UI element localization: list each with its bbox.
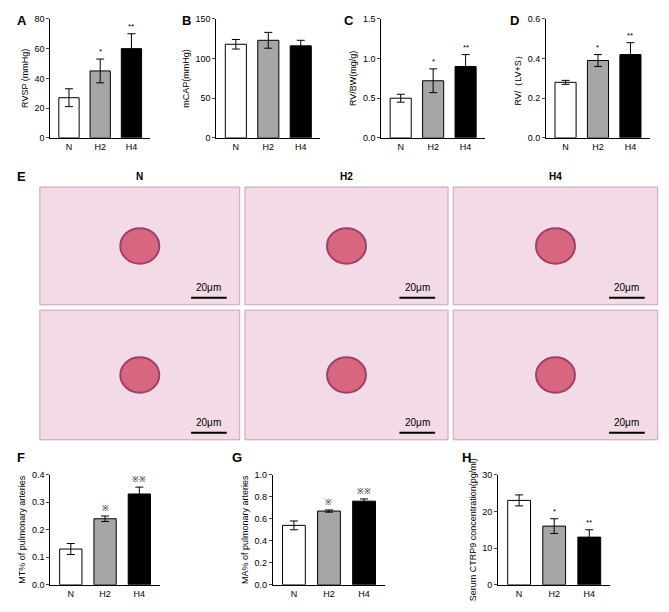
svg-text:※※: ※※: [132, 475, 146, 484]
svg-text:*: *: [99, 47, 102, 56]
svg-text:0.2: 0.2: [528, 93, 541, 103]
svg-text:1.5: 1.5: [363, 14, 376, 24]
svg-text:20: 20: [34, 103, 44, 113]
svg-text:0.4: 0.4: [528, 54, 541, 64]
svg-text:H4: H4: [584, 589, 596, 599]
svg-text:RV/（LV+S）: RV/（LV+S）: [513, 51, 523, 105]
svg-text:0.6: 0.6: [255, 514, 268, 524]
svg-text:H2: H2: [340, 171, 353, 182]
svg-text:0.8: 0.8: [255, 492, 268, 502]
svg-text:0.4: 0.4: [255, 536, 268, 546]
svg-text:E: E: [17, 169, 26, 184]
svg-text:10: 10: [482, 543, 492, 553]
svg-text:※※: ※※: [357, 487, 371, 496]
svg-text:80: 80: [34, 14, 44, 24]
svg-text:C: C: [344, 13, 354, 28]
svg-text:H4: H4: [126, 142, 138, 152]
svg-text:※: ※: [102, 504, 109, 513]
svg-text:D: D: [510, 13, 519, 28]
svg-text:50: 50: [201, 93, 211, 103]
svg-text:0.1: 0.1: [32, 552, 45, 562]
svg-text:H2: H2: [263, 142, 275, 152]
svg-text:H4: H4: [358, 589, 370, 599]
svg-text:H4: H4: [295, 142, 307, 152]
svg-text:20μm: 20μm: [614, 282, 639, 293]
svg-text:0.0: 0.0: [32, 580, 45, 590]
svg-text:N: N: [291, 589, 298, 599]
svg-text:N: N: [136, 171, 143, 182]
svg-text:H2: H2: [323, 589, 335, 599]
svg-text:1.0: 1.0: [363, 54, 376, 64]
svg-text:1.0: 1.0: [255, 470, 268, 480]
svg-text:0.2: 0.2: [32, 525, 45, 535]
svg-text:*: *: [432, 57, 435, 66]
svg-text:G: G: [232, 450, 242, 465]
svg-text:H2: H2: [94, 142, 106, 152]
svg-text:30: 30: [482, 470, 492, 480]
svg-text:0.0: 0.0: [363, 133, 376, 143]
svg-text:**: **: [586, 518, 592, 527]
svg-text:N: N: [516, 589, 523, 599]
svg-text:150: 150: [196, 14, 211, 24]
svg-text:H2: H2: [592, 142, 604, 152]
svg-text:20μm: 20μm: [405, 417, 430, 428]
svg-text:40: 40: [34, 74, 44, 84]
svg-text:N: N: [397, 142, 404, 152]
svg-text:20μm: 20μm: [405, 282, 430, 293]
svg-text:**: **: [128, 22, 134, 31]
svg-text:H4: H4: [549, 171, 562, 182]
svg-text:20μm: 20μm: [196, 282, 221, 293]
svg-text:0.6: 0.6: [528, 14, 541, 24]
svg-text:0.0: 0.0: [255, 580, 268, 590]
svg-text:H4: H4: [460, 142, 472, 152]
svg-text:0: 0: [487, 580, 492, 590]
svg-text:0.2: 0.2: [255, 558, 268, 568]
svg-text:0.0: 0.0: [528, 133, 541, 143]
svg-text:0.5: 0.5: [363, 93, 376, 103]
svg-text:F: F: [17, 450, 25, 465]
svg-text:N: N: [66, 142, 73, 152]
svg-text:H4: H4: [134, 589, 146, 599]
svg-text:H2: H2: [548, 589, 560, 599]
svg-text:0.3: 0.3: [32, 497, 45, 507]
svg-text:H4: H4: [625, 142, 637, 152]
svg-text:0: 0: [206, 133, 211, 143]
svg-text:MA% of pulmonary arteries: MA% of pulmonary arteries: [240, 475, 250, 584]
svg-text:20: 20: [482, 507, 492, 517]
svg-text:Serum CTRP9 concentration(pg/m: Serum CTRP9 concentration(pg/ml): [468, 458, 478, 601]
svg-text:0: 0: [39, 133, 44, 143]
svg-text:20μm: 20μm: [614, 417, 639, 428]
svg-text:mCAP(mmHg): mCAP(mmHg): [181, 49, 191, 108]
svg-text:60: 60: [34, 44, 44, 54]
svg-text:N: N: [233, 142, 240, 152]
svg-text:MT% of pulmonary arteries: MT% of pulmonary arteries: [17, 475, 27, 584]
svg-text:N: N: [562, 142, 569, 152]
svg-text:**: **: [627, 31, 633, 40]
svg-text:H: H: [462, 450, 471, 465]
svg-text:B: B: [182, 13, 191, 28]
svg-text:H2: H2: [427, 142, 439, 152]
svg-text:RV/BW(mg/g): RV/BW(mg/g): [348, 51, 358, 106]
svg-text:N: N: [68, 589, 75, 599]
svg-text:**: **: [463, 43, 469, 52]
svg-text:*: *: [553, 507, 556, 516]
svg-text:*: *: [596, 43, 599, 52]
svg-text:100: 100: [196, 54, 211, 64]
svg-text:0.4: 0.4: [32, 470, 45, 480]
svg-text:20μm: 20μm: [196, 417, 221, 428]
svg-text:H2: H2: [99, 589, 111, 599]
svg-text:※: ※: [325, 498, 332, 507]
svg-text:A: A: [17, 13, 27, 28]
svg-text:RVSP (mmHg): RVSP (mmHg): [20, 49, 30, 108]
